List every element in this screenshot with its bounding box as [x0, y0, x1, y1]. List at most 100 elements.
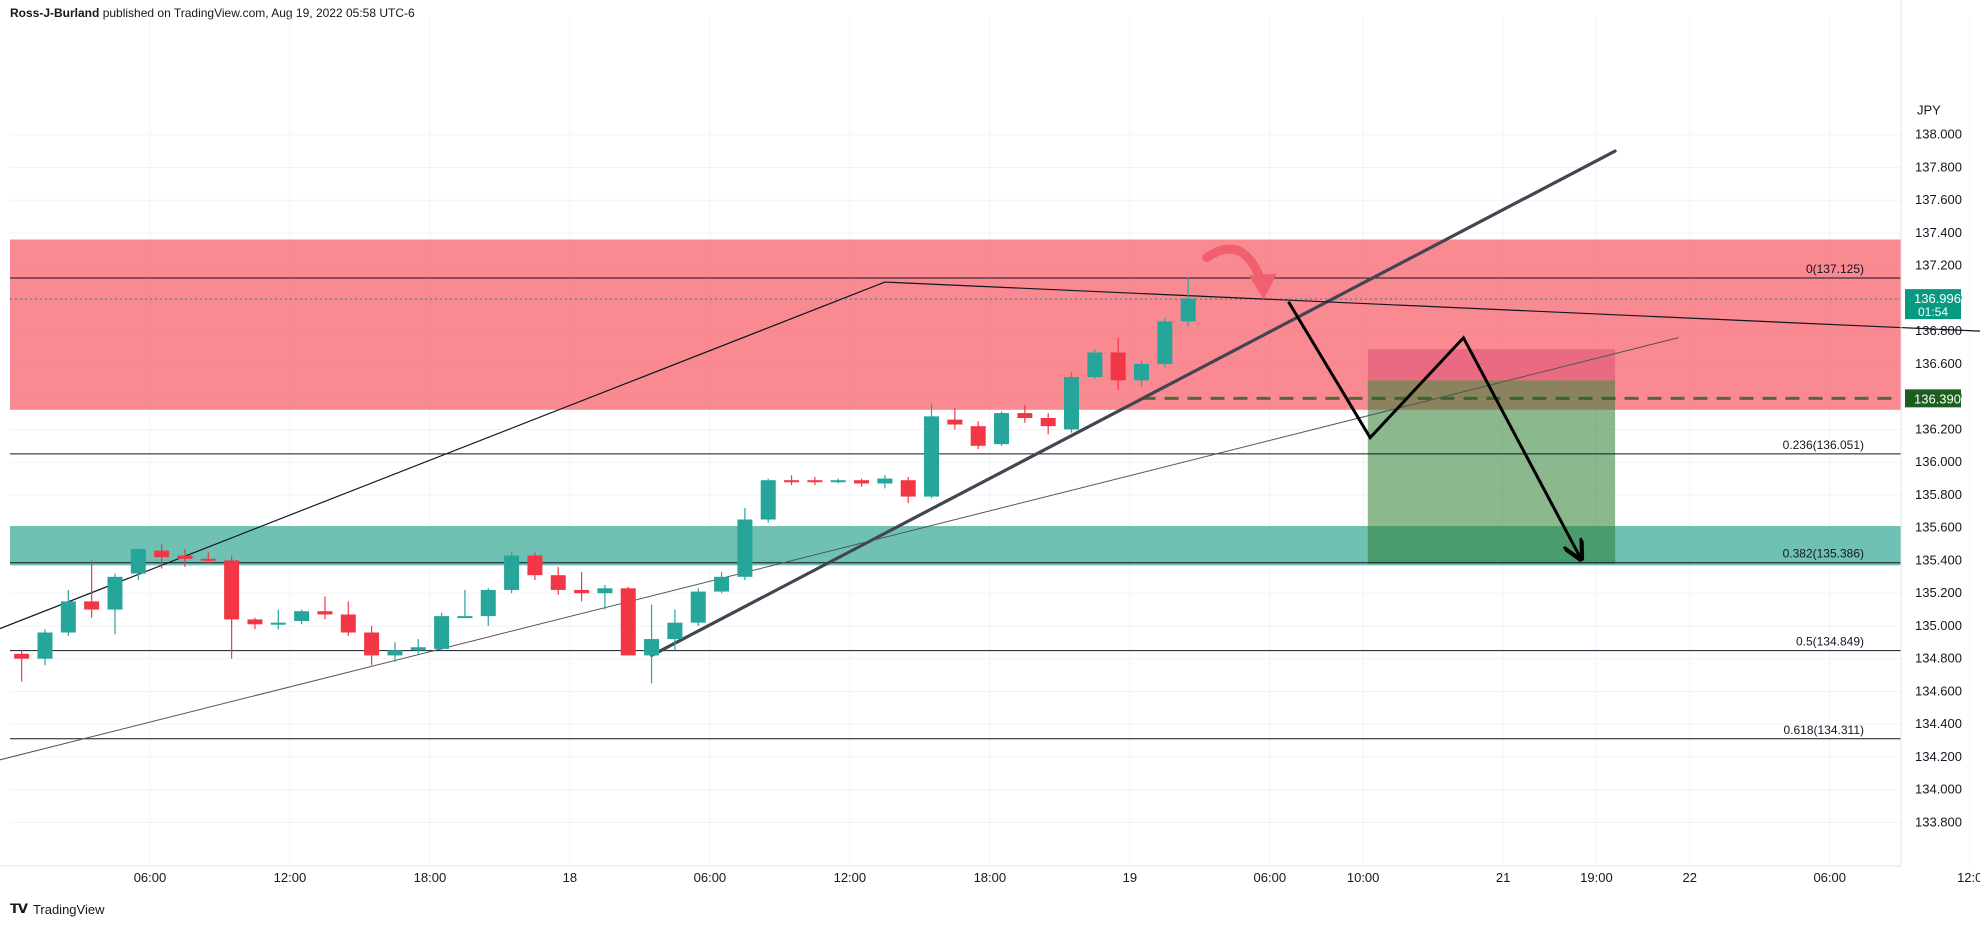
entry-price-badge[interactable]	[1905, 389, 1961, 408]
position-target-zone[interactable]	[1367, 380, 1616, 564]
candle-body	[644, 639, 660, 656]
candle-body	[317, 611, 333, 615]
candle	[877, 475, 893, 489]
candle-body	[60, 601, 76, 633]
candle-body	[924, 416, 940, 497]
candle-body	[667, 622, 683, 640]
candle-body	[1180, 298, 1196, 322]
candle	[247, 617, 263, 630]
candle	[970, 421, 986, 450]
trendline-descending-top[interactable]	[884, 281, 1980, 332]
candle	[130, 548, 146, 581]
short-position-tool[interactable]	[1367, 349, 1616, 564]
candle	[84, 560, 100, 618]
candle	[60, 589, 76, 636]
candle	[1017, 404, 1033, 423]
price-tick-label: 136.800	[1915, 323, 1962, 338]
fib-label: 0.5(134.849)	[1796, 635, 1864, 649]
candle-body	[807, 480, 823, 483]
position-stop-zone[interactable]	[1367, 349, 1616, 381]
candle-body	[620, 588, 636, 656]
candle-body	[1134, 363, 1150, 381]
price-tick-label: 133.800	[1915, 814, 1962, 829]
author-name[interactable]: Ross-J-Burland	[10, 6, 100, 20]
price-tick-label: 135.800	[1915, 487, 1962, 502]
publish-info: published on TradingView.com, Aug 19, 20…	[102, 6, 415, 20]
last-price-value: 136.996	[1914, 291, 1961, 306]
candle	[504, 552, 520, 594]
trendline-outer-channel-upper[interactable]	[0, 281, 886, 630]
price-tick-label: 137.200	[1915, 258, 1962, 273]
fib-label: 0(137.125)	[1806, 262, 1864, 276]
price-tick-label: 135.200	[1915, 585, 1962, 600]
candle	[387, 642, 403, 662]
zone-support	[10, 526, 1901, 566]
candle	[200, 552, 216, 564]
candle-body	[1110, 352, 1126, 381]
price-tick-label: 134.800	[1915, 651, 1962, 666]
fib-levels[interactable]: 0(137.125) 0.236(136.051) 0.382(135.386) 0.…	[10, 262, 1901, 740]
fib-label: 0.236(136.051)	[1783, 438, 1864, 452]
fib-label: 0.382(135.386)	[1783, 547, 1864, 561]
price-tick-label: 134.600	[1915, 683, 1962, 698]
candle-body	[854, 480, 870, 484]
time-tick-label: 21	[1496, 870, 1510, 885]
candle-body	[900, 480, 916, 497]
tradingview-brand[interactable]: TradingView	[32, 901, 105, 917]
time-tick-label: 06:00	[134, 870, 167, 885]
candle	[527, 552, 543, 581]
candle-body	[154, 550, 170, 558]
candle-body	[597, 588, 613, 594]
last-price-badge[interactable]	[1905, 289, 1961, 320]
price-tick-label: 137.400	[1915, 225, 1962, 240]
candle	[1087, 349, 1103, 379]
candle-body	[784, 480, 800, 483]
candle	[667, 609, 683, 651]
candle	[690, 588, 706, 626]
candle	[830, 478, 846, 484]
candle	[854, 478, 870, 487]
candle-body	[107, 576, 123, 610]
candle	[807, 476, 823, 486]
drawings[interactable]	[1202, 244, 1580, 557]
candle-body	[1064, 377, 1080, 430]
time-tick-label: 12:0	[1957, 870, 1980, 885]
candle-countdown: 01:54	[1918, 305, 1948, 319]
candle-body	[364, 632, 380, 656]
projection-path-arrow[interactable]	[1287, 300, 1580, 557]
candle-body	[387, 650, 403, 656]
candle	[1064, 372, 1080, 433]
price-axis[interactable]: JPY 138.000 137.800 137.600 137.400 137.200 13…	[1900, 0, 1962, 866]
candle	[924, 403, 940, 499]
candle	[317, 596, 333, 620]
candle-body	[994, 413, 1010, 445]
time-tick-label: 06:00	[694, 870, 727, 885]
candle	[224, 555, 240, 659]
time-tick-label: 18:00	[414, 870, 447, 885]
candle	[1134, 360, 1150, 387]
price-tick-label: 135.000	[1915, 618, 1962, 633]
time-axis[interactable]: 06:00 12:00 18:00 18 06:00 12:00 18:00 19 06:00 1…	[0, 865, 1980, 885]
candle	[574, 571, 590, 602]
price-tick-label: 136.000	[1915, 454, 1962, 469]
candle	[340, 601, 356, 636]
candle	[644, 604, 660, 684]
time-tick-label: 22	[1683, 870, 1697, 885]
zones	[10, 239, 1901, 566]
candle-body	[737, 519, 753, 577]
candle-body	[270, 622, 286, 625]
tradingview-logo-icon[interactable]: 𝗧𝗩	[10, 901, 28, 916]
price-tick-label: 135.400	[1915, 552, 1962, 567]
price-tick-label: 134.400	[1915, 716, 1962, 731]
candle	[154, 544, 170, 569]
candle	[457, 589, 473, 619]
candle	[364, 625, 380, 666]
candle	[107, 573, 123, 635]
price-tick-label: 137.600	[1915, 192, 1962, 207]
candle-body	[224, 560, 240, 620]
trendline-major-uptrend[interactable]	[649, 149, 1617, 658]
candle-body	[14, 653, 30, 659]
candle	[947, 408, 963, 430]
candle-body	[1040, 417, 1056, 427]
